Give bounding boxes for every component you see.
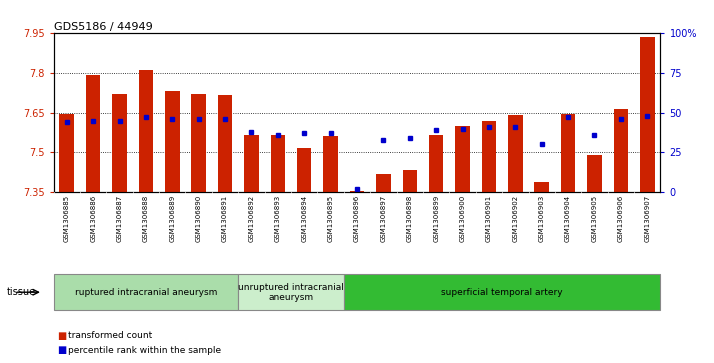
- Bar: [165, 91, 179, 192]
- Bar: [535, 182, 549, 192]
- Bar: [218, 95, 232, 192]
- Text: GSM1306899: GSM1306899: [433, 195, 439, 242]
- Bar: [350, 191, 364, 192]
- Text: GSM1306893: GSM1306893: [275, 195, 281, 242]
- Text: GSM1306897: GSM1306897: [381, 195, 386, 242]
- Text: GSM1306896: GSM1306896: [354, 195, 360, 242]
- Bar: [376, 174, 391, 192]
- Text: GSM1306903: GSM1306903: [538, 195, 545, 242]
- Text: GSM1306891: GSM1306891: [222, 195, 228, 242]
- Text: GSM1306898: GSM1306898: [407, 195, 413, 242]
- Bar: [271, 135, 285, 192]
- Bar: [508, 115, 523, 192]
- Text: transformed count: transformed count: [68, 331, 152, 340]
- Text: GSM1306900: GSM1306900: [460, 195, 466, 242]
- Text: tissue: tissue: [7, 287, 36, 297]
- Text: GSM1306906: GSM1306906: [618, 195, 624, 242]
- Bar: [482, 121, 496, 192]
- Bar: [640, 37, 655, 192]
- Text: GSM1306907: GSM1306907: [644, 195, 650, 242]
- Bar: [613, 109, 628, 192]
- Text: GDS5186 / 44949: GDS5186 / 44949: [54, 22, 152, 32]
- Text: GSM1306892: GSM1306892: [248, 195, 254, 242]
- FancyBboxPatch shape: [238, 274, 344, 310]
- Bar: [587, 155, 602, 192]
- Bar: [456, 126, 470, 192]
- Text: GSM1306895: GSM1306895: [328, 195, 333, 242]
- Bar: [86, 75, 101, 192]
- Text: GSM1306885: GSM1306885: [64, 195, 70, 242]
- Bar: [429, 135, 443, 192]
- Text: GSM1306889: GSM1306889: [169, 195, 176, 242]
- Bar: [139, 70, 154, 192]
- Text: ■: ■: [57, 331, 66, 341]
- Bar: [560, 114, 575, 192]
- Text: GSM1306905: GSM1306905: [591, 195, 598, 242]
- Bar: [244, 135, 258, 192]
- Text: GSM1306904: GSM1306904: [565, 195, 571, 242]
- FancyBboxPatch shape: [54, 274, 238, 310]
- Text: GSM1306902: GSM1306902: [513, 195, 518, 242]
- Bar: [59, 114, 74, 192]
- FancyBboxPatch shape: [344, 274, 660, 310]
- Text: superficial temporal artery: superficial temporal artery: [441, 288, 563, 297]
- Text: GSM1306887: GSM1306887: [116, 195, 123, 242]
- Bar: [297, 148, 311, 192]
- Bar: [403, 170, 417, 192]
- Bar: [191, 94, 206, 192]
- Text: GSM1306890: GSM1306890: [196, 195, 201, 242]
- Text: unruptured intracranial
aneurysm: unruptured intracranial aneurysm: [238, 282, 344, 302]
- Bar: [112, 94, 127, 192]
- Text: ■: ■: [57, 345, 66, 355]
- Text: GSM1306886: GSM1306886: [90, 195, 96, 242]
- Text: GSM1306888: GSM1306888: [143, 195, 149, 242]
- Text: ruptured intracranial aneurysm: ruptured intracranial aneurysm: [75, 288, 217, 297]
- Bar: [323, 136, 338, 192]
- Text: GSM1306894: GSM1306894: [301, 195, 307, 242]
- Text: GSM1306901: GSM1306901: [486, 195, 492, 242]
- Text: percentile rank within the sample: percentile rank within the sample: [68, 346, 221, 355]
